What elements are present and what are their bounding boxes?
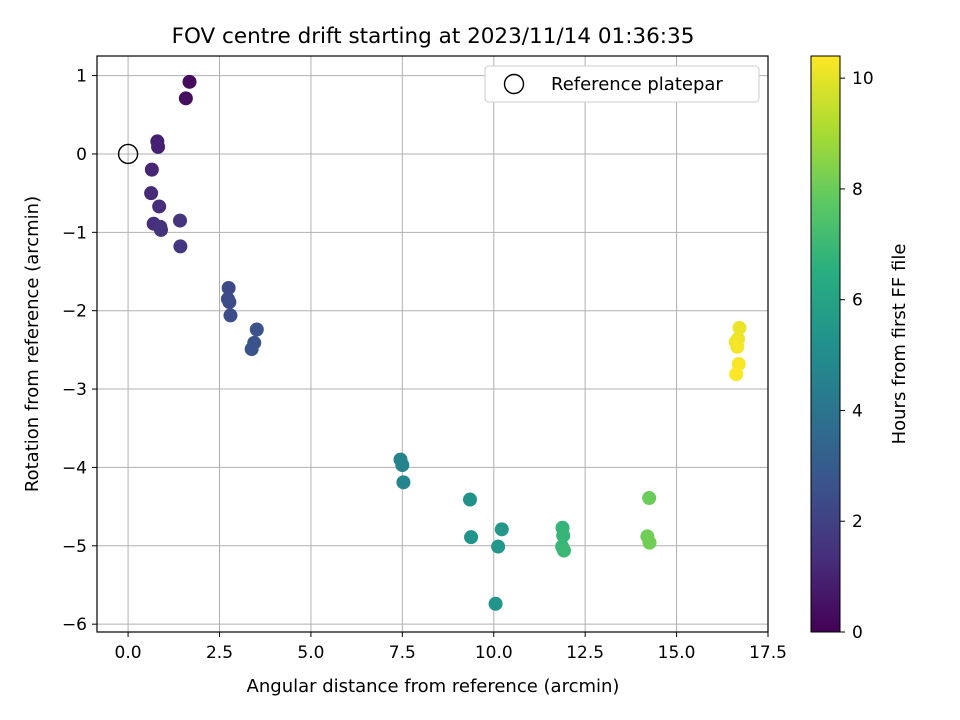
- data-point: [173, 239, 188, 254]
- data-point: [494, 522, 509, 537]
- x-tick-label: 10.0: [475, 643, 513, 663]
- scatter-points: [117, 74, 747, 611]
- data-point: [395, 458, 410, 473]
- y-tick-label: 0: [76, 145, 87, 165]
- data-point: [152, 199, 167, 214]
- colorbar-ticks: 0 2 4 6 8 10: [840, 69, 874, 643]
- data-point: [491, 539, 506, 554]
- data-point: [173, 213, 188, 228]
- x-tick-label: 7.5: [389, 643, 416, 663]
- y-tick-label: −3: [62, 380, 87, 400]
- data-point: [464, 530, 479, 545]
- colorbar-tick-label: 10: [852, 69, 874, 89]
- axis-ticks: 0.0 2.5 5.0 7.5 10.0 12.5 15.0 17.5 1 0 −1 −2 −3 −4 −5…: [62, 67, 787, 663]
- data-point: [642, 535, 657, 550]
- y-tick-label: −5: [62, 537, 87, 557]
- grid-lines: [97, 56, 769, 632]
- data-point: [642, 490, 657, 505]
- x-axis-label: Angular distance from reference (arcmin): [247, 676, 620, 697]
- colorbar-tick-label: 6: [852, 291, 863, 311]
- data-point: [730, 339, 745, 354]
- data-point: [729, 367, 744, 382]
- data-point: [223, 308, 238, 323]
- data-point: [222, 295, 237, 310]
- y-tick-label: −1: [62, 223, 87, 243]
- data-point: [249, 322, 264, 337]
- y-tick-label: −6: [62, 615, 87, 635]
- colorbar-tick-label: 4: [852, 401, 863, 421]
- y-tick-label: −2: [62, 302, 87, 322]
- data-point: [244, 342, 259, 357]
- y-tick-label: −4: [62, 458, 87, 478]
- x-tick-label: 17.5: [749, 643, 787, 663]
- data-point: [153, 222, 168, 237]
- x-tick-label: 0.0: [115, 643, 142, 663]
- data-point: [556, 528, 571, 543]
- data-point: [396, 475, 411, 490]
- data-point: [221, 280, 236, 295]
- y-axis-label: Rotation from reference (arcmin): [22, 196, 43, 492]
- data-point: [462, 492, 477, 507]
- data-point: [151, 139, 166, 154]
- colorbar-tick-label: 0: [852, 623, 863, 643]
- data-point: [732, 320, 747, 335]
- chart-title: FOV centre drift starting at 2023/11/14 …: [172, 24, 695, 49]
- legend: Reference platepar: [484, 65, 760, 103]
- x-tick-label: 12.5: [566, 643, 604, 663]
- x-tick-label: 2.5: [206, 643, 233, 663]
- legend-box: [484, 65, 760, 103]
- plot-frame: [96, 55, 769, 633]
- colorbar-tick-label: 8: [852, 180, 863, 200]
- data-point: [178, 91, 193, 106]
- data-point: [182, 74, 197, 89]
- x-tick-label: 5.0: [297, 643, 324, 663]
- colorbar-tick-label: 2: [852, 512, 863, 532]
- reference-platepar-marker: [117, 143, 139, 165]
- legend-marker-reference: [503, 73, 525, 95]
- colorbar-gradient: [810, 55, 841, 633]
- x-tick-label: 15.0: [658, 643, 696, 663]
- data-point: [488, 596, 503, 611]
- data-point: [144, 186, 159, 201]
- data-point: [556, 543, 571, 558]
- data-point: [144, 162, 159, 177]
- colorbar: 0 2 4 6 8 10 Hours from first FF file: [810, 55, 910, 643]
- colorbar-label: Hours from first FF file: [889, 244, 910, 445]
- y-tick-label: 1: [76, 67, 87, 87]
- legend-label-reference: Reference platepar: [551, 74, 723, 95]
